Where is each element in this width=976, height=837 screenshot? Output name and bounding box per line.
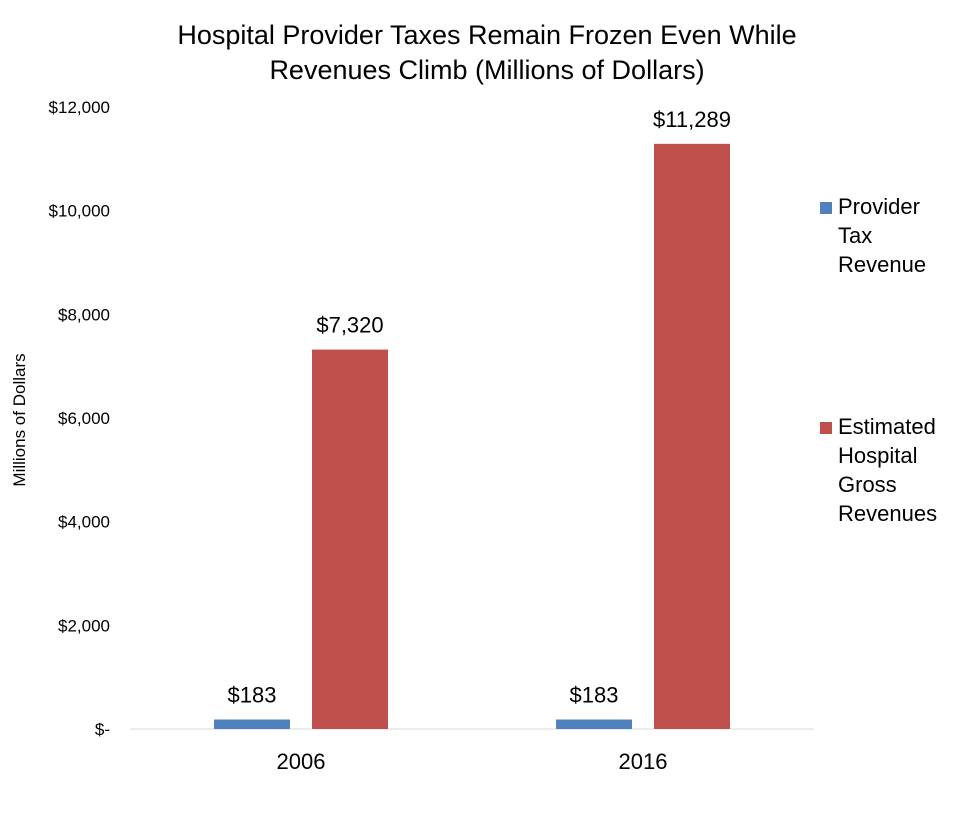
y-tick-label: $12,000 bbox=[49, 98, 110, 117]
legend: Provider Tax Revenue Estimated Hospital Gross… bbox=[820, 194, 937, 526]
y-tick-label: $4,000 bbox=[58, 513, 110, 532]
data-label: $183 bbox=[570, 683, 619, 708]
y-tick-label: $2,000 bbox=[58, 616, 110, 635]
data-label: $183 bbox=[228, 683, 277, 708]
y-tick-label: $10,000 bbox=[49, 202, 110, 221]
legend-swatch bbox=[820, 422, 832, 434]
y-tick-label: $- bbox=[95, 720, 110, 739]
legend-label: Tax bbox=[838, 223, 872, 248]
data-label: $7,320 bbox=[316, 313, 383, 338]
y-axis-ticks: $- $2,000 $4,000 $6,000 $8,000 $10,000 $12,000 bbox=[49, 98, 110, 739]
x-axis-ticks: 2006 2016 bbox=[277, 749, 668, 774]
chart-title-line-1: Hospital Provider Taxes Remain Frozen Ev… bbox=[177, 20, 796, 50]
bar bbox=[312, 349, 388, 729]
legend-label: Provider bbox=[838, 194, 920, 219]
legend-label: Revenues bbox=[838, 501, 937, 526]
plot-area: $183 $183 $7,320 $11,289 bbox=[214, 107, 731, 729]
y-tick-label: $6,000 bbox=[58, 409, 110, 428]
bar bbox=[556, 719, 632, 729]
chart-title-line-2: Revenues Climb (Millions of Dollars) bbox=[269, 55, 704, 85]
y-tick-label: $8,000 bbox=[58, 305, 110, 324]
chart-title: Hospital Provider Taxes Remain Frozen Ev… bbox=[177, 20, 796, 85]
legend-label: Gross bbox=[838, 472, 897, 497]
legend-label: Hospital bbox=[838, 443, 917, 468]
x-tick-label: 2016 bbox=[619, 749, 668, 774]
y-axis-label: Millions of Dollars bbox=[10, 353, 29, 486]
legend-swatch bbox=[820, 202, 832, 214]
bar bbox=[214, 719, 290, 729]
bar bbox=[654, 143, 730, 729]
data-label: $11,289 bbox=[653, 107, 731, 132]
x-tick-label: 2006 bbox=[277, 749, 326, 774]
legend-label: Revenue bbox=[838, 252, 926, 277]
legend-label: Estimated bbox=[838, 414, 936, 439]
